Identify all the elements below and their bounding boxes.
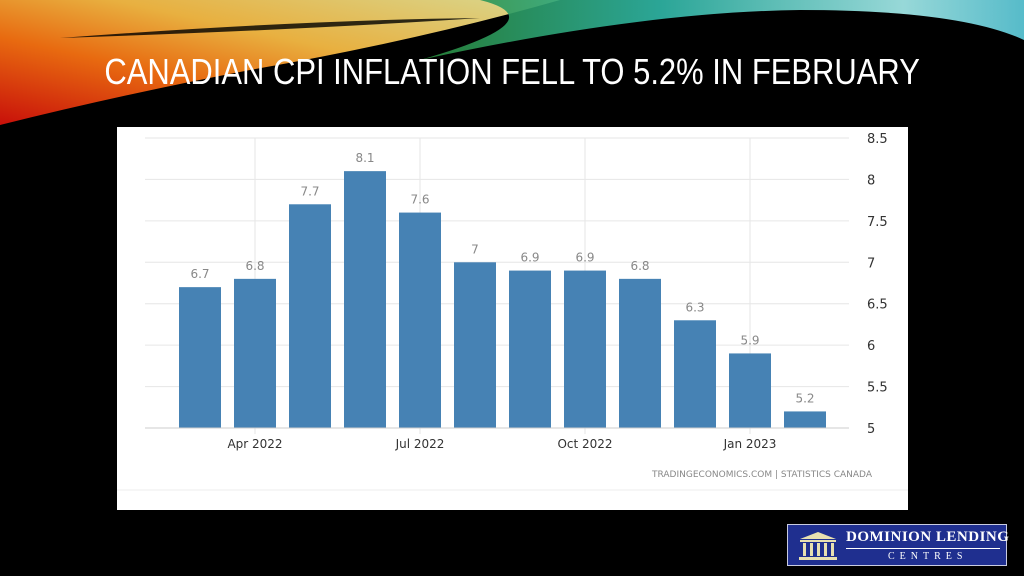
source-credit: TRADINGECONOMICS.COM | STATISTICS CANADA — [651, 470, 873, 480]
y-tick-label: 7 — [867, 256, 875, 271]
data-label: 5.2 — [795, 391, 814, 405]
bar-may-2022 — [289, 204, 331, 428]
x-tick-label: Jul 2022 — [395, 437, 445, 451]
decorative-swoosh-banner — [0, 0, 1024, 125]
data-label: 6.7 — [190, 267, 209, 281]
logo-line1: DOMINION LENDING — [846, 529, 1010, 545]
y-tick-label: 6 — [867, 339, 875, 354]
bar-oct-2022 — [564, 270, 606, 428]
bar-nov-2022 — [619, 278, 661, 428]
bar-feb-2023 — [784, 411, 826, 428]
logo-line2: CENTRES — [888, 551, 968, 562]
chart-panel: 5 5.5 6 6.5 7 7.5 8 8.5 Apr 2022 Jul 2022 Oct 2022… — [117, 127, 908, 510]
bar-sep-2022 — [509, 270, 551, 428]
data-label: 5.9 — [740, 333, 759, 347]
y-tick-label: 8 — [867, 173, 875, 188]
y-tick-label: 6.5 — [867, 298, 888, 313]
data-label: 6.9 — [575, 251, 594, 265]
bar-aug-2022 — [454, 262, 496, 428]
y-tick-label: 5.5 — [867, 381, 888, 396]
x-tick-label: Jan 2023 — [723, 437, 777, 451]
y-tick-label: 5 — [867, 422, 875, 437]
y-tick-label: 7.5 — [867, 215, 888, 230]
building-columns-icon — [799, 532, 837, 560]
data-label: 6.8 — [630, 259, 649, 273]
dominion-lending-logo: DOMINION LENDING CENTRES — [787, 524, 1010, 566]
bar-jan-2023 — [729, 353, 771, 428]
x-tick-label: Oct 2022 — [557, 437, 612, 451]
x-tick-label: Apr 2022 — [227, 437, 282, 451]
bar-apr-2022 — [234, 278, 276, 428]
data-label: 6.3 — [685, 300, 704, 314]
data-label: 6.8 — [245, 259, 264, 273]
data-label: 8.1 — [355, 151, 374, 165]
bar-jul-2022 — [399, 212, 441, 428]
data-label: 7.7 — [300, 184, 319, 198]
data-label: 7 — [471, 242, 479, 256]
logo-rule — [846, 548, 1000, 549]
data-label: 6.9 — [520, 251, 539, 265]
bar-mar-2022 — [179, 287, 221, 428]
y-tick-label: 8.5 — [867, 132, 888, 147]
bar-jun-2022 — [344, 171, 386, 428]
bar-dec-2022 — [674, 320, 716, 428]
slide-title: CANADIAN CPI INFLATION FELL TO 5.2% IN F… — [104, 51, 920, 92]
slide-title-container: CANADIAN CPI INFLATION FELL TO 5.2% IN F… — [0, 52, 1024, 96]
cpi-bar-chart: 5 5.5 6 6.5 7 7.5 8 8.5 Apr 2022 Jul 2022 Oct 2022… — [117, 132, 908, 491]
data-label: 7.6 — [410, 193, 429, 207]
